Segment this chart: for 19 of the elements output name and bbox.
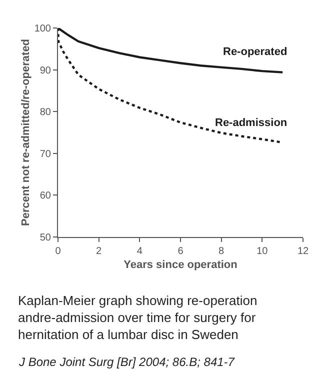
y-tick-label: 80 bbox=[40, 107, 52, 118]
x-tick-label: 0 bbox=[55, 246, 62, 257]
y-tick-label: 50 bbox=[40, 232, 52, 244]
x-tick-label: 6 bbox=[178, 246, 184, 257]
y-tick-label: 100 bbox=[34, 24, 52, 34]
y-tick-label: 70 bbox=[40, 148, 52, 160]
series-label: Re-operated bbox=[223, 46, 288, 58]
text: J Bone Joint Surg [Br] 2004; 86.B; 841-7 bbox=[18, 355, 236, 369]
series-label: Re-admission bbox=[215, 117, 288, 129]
x-axis-title: Years since operation bbox=[124, 259, 238, 272]
y-tick-label: 60 bbox=[40, 190, 52, 202]
x-tick-label: 4 bbox=[136, 246, 143, 257]
y-axis-title: Percent not re-admitted/re-operated bbox=[20, 38, 32, 226]
x-tick-label: 12 bbox=[297, 246, 309, 257]
y-tick-label: 90 bbox=[40, 65, 52, 76]
x-tick-label: 10 bbox=[256, 246, 268, 257]
text: Kaplan-Meier graph showing re-operation andre-admission over time for surgery for hernitation of a lumbar disc in Sweden bbox=[18, 293, 258, 342]
x-tick-label: 2 bbox=[96, 246, 102, 257]
x-tick-label: 8 bbox=[218, 246, 225, 257]
